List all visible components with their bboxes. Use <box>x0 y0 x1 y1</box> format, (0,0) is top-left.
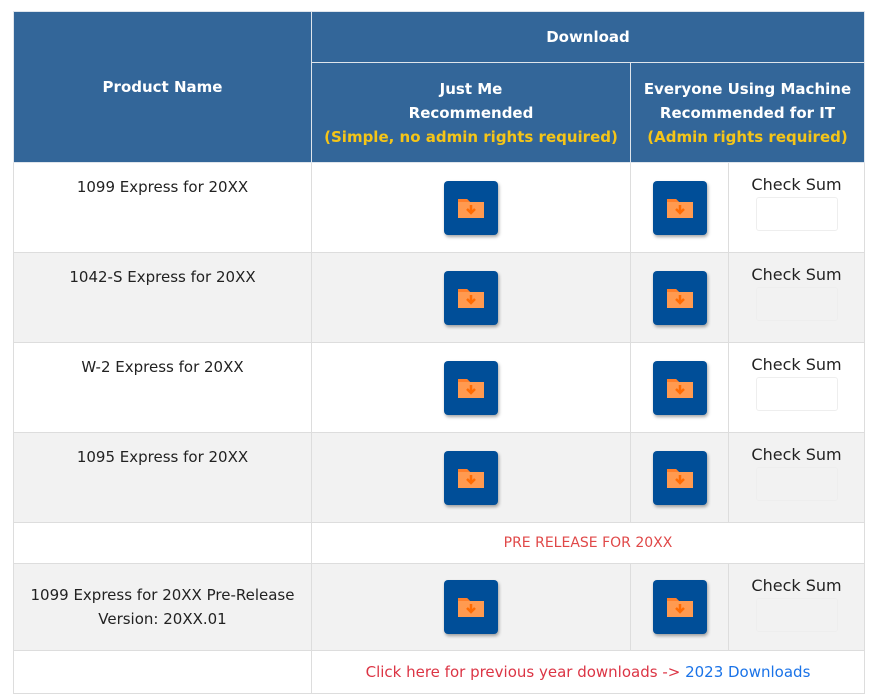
everyone-cell <box>630 342 729 433</box>
product-name: 1095 Express for 20XX <box>13 432 312 523</box>
product-name-header: Product Name <box>13 11 312 163</box>
everyone-cell <box>630 252 729 343</box>
table-row: 1095 Express for 20XX Check Sum <box>13 432 865 523</box>
just-me-cell <box>311 563 631 651</box>
download-header: Download <box>311 11 865 63</box>
table-row: 1042-S Express for 20XX Check Sum <box>13 252 865 343</box>
just-me-download-button[interactable] <box>444 450 498 505</box>
just-me-cell <box>311 162 631 253</box>
folder-download-icon <box>666 378 693 398</box>
everyone-download-button[interactable] <box>652 270 707 325</box>
table-row: W-2 Express for 20XX Check Sum <box>13 342 865 433</box>
just-me-download-button[interactable] <box>444 180 498 235</box>
checksum-label: Check Sum <box>751 265 842 284</box>
footer-row: Click here for previous year downloads -… <box>13 650 865 694</box>
just-me-cell <box>311 252 631 343</box>
everyone-recommended: Recommended for IT <box>659 103 836 122</box>
checksum-cell: Check Sum <box>728 162 865 253</box>
folder-download-icon <box>458 598 484 617</box>
just-me-recommended: Recommended <box>408 103 534 122</box>
checksum-cell: Check Sum <box>728 252 865 343</box>
everyone-note: (Admin rights required) <box>647 127 848 146</box>
table-row: 1099 Express for 20XX Check Sum <box>13 162 865 253</box>
checksum-label: Check Sum <box>751 576 842 595</box>
prerelease-banner-row: PRE RELEASE FOR 20XX <box>13 522 865 564</box>
checksum-label: Check Sum <box>751 445 842 464</box>
checksum-input[interactable] <box>755 287 838 321</box>
just-me-download-button[interactable] <box>444 270 498 325</box>
folder-download-icon <box>458 288 484 308</box>
checksum-cell: Check Sum <box>728 432 865 523</box>
prerelease-version: Version: 20XX.01 <box>98 610 227 628</box>
folder-download-icon <box>458 468 484 488</box>
everyone-cell <box>630 432 729 523</box>
checksum-label: Check Sum <box>751 175 842 194</box>
checksum-label: Check Sum <box>751 355 842 374</box>
just-me-download-button[interactable] <box>444 580 498 634</box>
previous-year-text: Click here for previous year downloads -… <box>365 663 686 681</box>
just-me-download-button[interactable] <box>444 360 498 415</box>
prerelease-name: 1099 Express for 20XX Pre-Release <box>30 586 295 604</box>
product-name: 1099 Express for 20XX Pre-Release Version… <box>13 563 312 651</box>
just-me-cell <box>311 342 631 433</box>
just-me-title: Just Me <box>439 79 503 98</box>
checksum-input[interactable] <box>755 377 838 411</box>
folder-download-icon <box>666 198 693 218</box>
just-me-header: Just Me Recommended (Simple, no admin ri… <box>311 62 631 163</box>
checksum-cell: Check Sum <box>728 563 865 651</box>
checksum-cell: Check Sum <box>728 342 865 433</box>
previous-year-link[interactable]: 2023 Downloads <box>685 663 811 681</box>
checksum-input[interactable] <box>755 598 838 632</box>
everyone-cell <box>630 563 729 651</box>
just-me-note: (Simple, no admin rights required) <box>324 127 618 146</box>
folder-download-icon <box>666 598 693 617</box>
product-name: W-2 Express for 20XX <box>13 342 312 433</box>
everyone-title: Everyone Using Machine <box>643 79 852 98</box>
everyone-download-button[interactable] <box>652 180 707 235</box>
everyone-cell <box>630 162 729 253</box>
previous-year-cell: Click here for previous year downloads -… <box>311 650 865 694</box>
checksum-input[interactable] <box>755 467 838 501</box>
everyone-download-button[interactable] <box>652 580 707 634</box>
everyone-download-button[interactable] <box>652 450 707 505</box>
folder-download-icon <box>458 378 484 398</box>
table-row: 1099 Express for 20XX Pre-Release Version… <box>13 563 865 651</box>
just-me-cell <box>311 432 631 523</box>
folder-download-icon <box>458 198 484 218</box>
downloads-table: Product Name Download Just Me Recommende… <box>13 11 865 694</box>
prerelease-banner: PRE RELEASE FOR 20XX <box>311 522 865 564</box>
product-name: 1099 Express for 20XX <box>13 162 312 253</box>
everyone-header: Everyone Using Machine Recommended for I… <box>630 62 865 163</box>
folder-download-icon <box>666 468 693 488</box>
everyone-download-button[interactable] <box>652 360 707 415</box>
checksum-input[interactable] <box>755 197 838 231</box>
folder-download-icon <box>666 288 693 308</box>
product-name: 1042-S Express for 20XX <box>13 252 312 343</box>
